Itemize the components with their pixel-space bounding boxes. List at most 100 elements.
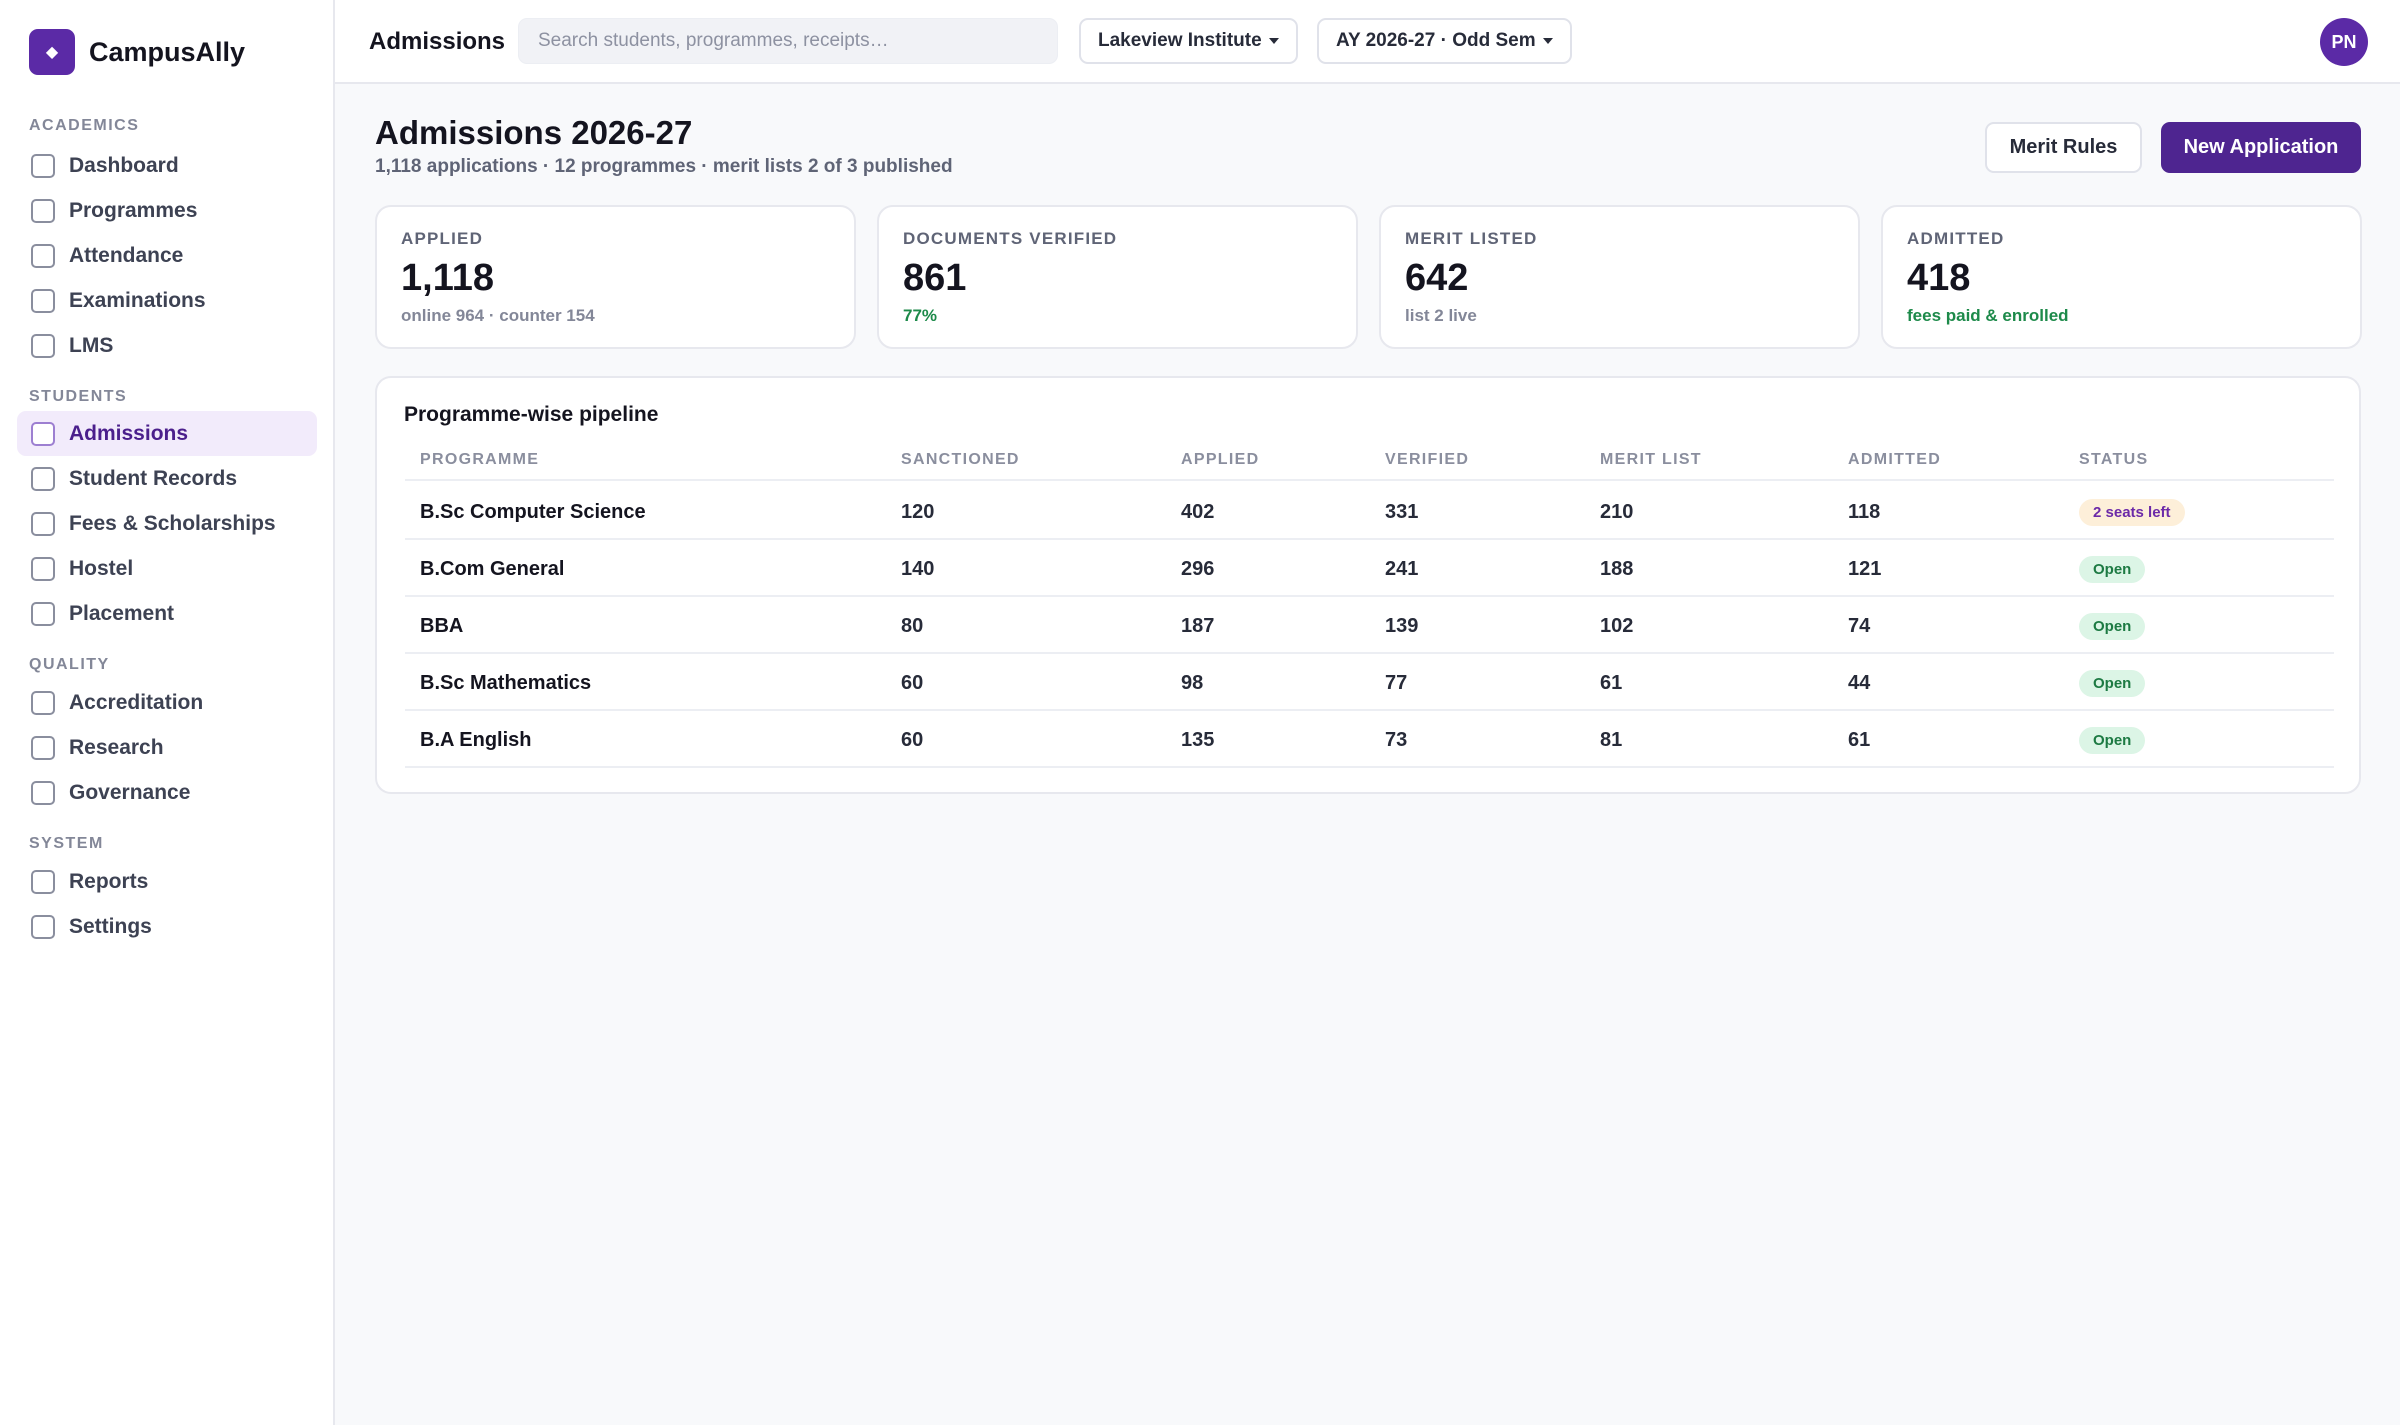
table-row[interactable]: B.A English 60 135 73 81 61 Open <box>405 711 2334 768</box>
stat-value: 418 <box>1907 257 1971 299</box>
table-row[interactable]: BBA 80 187 139 102 74 Open <box>405 597 2334 654</box>
stat-value: 861 <box>903 257 967 299</box>
stat-label: ADMITTED <box>1907 229 2005 248</box>
applied-cell: 135 <box>1181 729 1215 751</box>
sidebar-item-label: Student Records <box>69 466 238 490</box>
stat-label: MERIT LISTED <box>1405 229 1538 248</box>
column-header-programme[interactable]: PROGRAMME <box>420 451 540 468</box>
nav-section-system: SYSTEM <box>29 835 104 852</box>
merit-list-cell: 102 <box>1600 615 1634 637</box>
term-select[interactable]: AY 2026-27 · Odd Sem <box>1317 18 1572 64</box>
brand[interactable]: ◆ CampusAlly <box>29 29 245 75</box>
sidebar-item-label: Programmes <box>69 198 198 222</box>
stat-card-admitted: ADMITTED 418 fees paid & enrolled <box>1881 205 2362 349</box>
sidebar-item-label: Attendance <box>69 243 184 267</box>
sidebar-item-label: Settings <box>69 914 152 938</box>
merit-list-cell: 61 <box>1600 672 1623 694</box>
sidebar-item-governance[interactable]: Governance <box>17 770 317 815</box>
sidebar-item-settings[interactable]: Settings <box>17 904 317 949</box>
admitted-cell: 118 <box>1848 501 1881 523</box>
verified-cell: 73 <box>1385 729 1408 751</box>
sidebar-item-reports[interactable]: Reports <box>17 859 317 904</box>
pipeline-title: Programme-wise pipeline <box>404 403 659 426</box>
nav-section-academics: ACADEMICS <box>29 117 140 134</box>
sanctioned-cell: 60 <box>901 672 924 694</box>
fees-icon <box>31 511 55 536</box>
stat-foot: 77% <box>903 306 938 325</box>
sidebar-item-programmes[interactable]: Programmes <box>17 188 317 233</box>
programme-cell: BBA <box>420 615 464 637</box>
status-badge: Open <box>2079 670 2146 697</box>
search-placeholder: Search students, programmes, receipts… <box>538 30 889 51</box>
verified-cell: 331 <box>1385 501 1419 523</box>
column-header-admitted[interactable]: ADMITTED <box>1848 451 1942 468</box>
merit-list-cell: 210 <box>1600 501 1634 523</box>
hostel-icon <box>31 556 55 581</box>
attendance-icon <box>31 243 55 268</box>
settings-icon <box>31 914 55 939</box>
table-row[interactable]: B.Com General 140 296 241 188 121 Open <box>405 540 2334 597</box>
column-header-applied[interactable]: APPLIED <box>1181 451 1260 468</box>
pipeline-panel: Programme-wise pipeline PROGRAMME SANCTI… <box>375 376 2361 794</box>
chevron-down-icon <box>1268 38 1279 44</box>
merit-rules-button[interactable]: Merit Rules <box>1985 122 2142 173</box>
column-header-verified[interactable]: VERIFIED <box>1385 451 1470 468</box>
column-header-status[interactable]: STATUS <box>2079 451 2149 468</box>
dashboard-icon <box>31 153 55 178</box>
search-input[interactable]: Search students, programmes, receipts… <box>518 18 1058 64</box>
sidebar: ◆ CampusAlly ACADEMICS Dashboard Program… <box>0 0 335 1425</box>
column-header-merit-list[interactable]: MERIT LIST <box>1600 451 1702 468</box>
sidebar-item-label: Governance <box>69 780 191 804</box>
sidebar-item-lms[interactable]: LMS <box>17 323 317 368</box>
institution-select[interactable]: Lakeview Institute <box>1079 18 1298 64</box>
sidebar-item-dashboard[interactable]: Dashboard <box>17 143 317 188</box>
new-application-button[interactable]: New Application <box>2161 122 2361 173</box>
admitted-cell: 121 <box>1848 558 1882 580</box>
column-header-sanctioned[interactable]: SANCTIONED <box>901 451 1020 468</box>
sidebar-item-label: Hostel <box>69 556 134 580</box>
stat-value: 642 <box>1405 257 1469 299</box>
programme-cell: B.A English <box>420 729 532 751</box>
admitted-cell: 44 <box>1848 672 1871 694</box>
reports-icon <box>31 869 55 894</box>
programme-cell: B.Com General <box>420 558 565 580</box>
sidebar-item-label: Accreditation <box>69 690 204 714</box>
page-subtitle: 1,118 applications · 12 programmes · mer… <box>375 156 953 177</box>
governance-icon <box>31 780 55 805</box>
stat-card-documents-verified: DOCUMENTS VERIFIED 861 77% <box>877 205 1358 349</box>
stat-foot: fees paid & enrolled <box>1907 306 2069 325</box>
status-badge: 2 seats left <box>2079 499 2185 526</box>
status-badge: Open <box>2079 556 2146 583</box>
term-select-label: AY 2026-27 · Odd Sem <box>1336 30 1536 51</box>
status-badge: Open <box>2079 613 2146 640</box>
verified-cell: 77 <box>1385 672 1408 694</box>
stat-card-merit-listed: MERIT LISTED 642 list 2 live <box>1379 205 1860 349</box>
sidebar-item-examinations[interactable]: Examinations <box>17 278 317 323</box>
accreditation-icon <box>31 690 55 715</box>
stat-foot: online 964 · counter 154 <box>401 306 595 325</box>
sidebar-item-student-records[interactable]: Student Records <box>17 456 317 501</box>
avatar[interactable]: PN <box>2320 18 2368 66</box>
table-row[interactable]: B.Sc Mathematics 60 98 77 61 44 Open <box>405 654 2334 711</box>
sidebar-item-fees-scholarships[interactable]: Fees & Scholarships <box>17 501 317 546</box>
sidebar-item-research[interactable]: Research <box>17 725 317 770</box>
applied-cell: 402 <box>1181 501 1215 523</box>
table-header: PROGRAMME SANCTIONED APPLIED VERIFIED ME… <box>405 451 2334 481</box>
table-row[interactable]: B.Sc Computer Science 120 402 331 210 11… <box>405 483 2334 540</box>
status-badge: Open <box>2079 727 2146 754</box>
stat-foot: list 2 live <box>1405 306 1477 325</box>
merit-list-cell: 188 <box>1600 558 1634 580</box>
applied-cell: 296 <box>1181 558 1215 580</box>
sidebar-item-accreditation[interactable]: Accreditation <box>17 680 317 725</box>
sanctioned-cell: 140 <box>901 558 935 580</box>
sidebar-item-attendance[interactable]: Attendance <box>17 233 317 278</box>
sidebar-item-placement[interactable]: Placement <box>17 591 317 636</box>
stat-label: APPLIED <box>401 229 484 248</box>
verified-cell: 241 <box>1385 558 1419 580</box>
nav-section-quality: QUALITY <box>29 656 110 673</box>
sidebar-item-hostel[interactable]: Hostel <box>17 546 317 591</box>
applied-cell: 98 <box>1181 672 1204 694</box>
sanctioned-cell: 60 <box>901 729 924 751</box>
sidebar-item-label: Fees & Scholarships <box>69 511 276 535</box>
sidebar-item-admissions[interactable]: Admissions <box>17 411 317 456</box>
